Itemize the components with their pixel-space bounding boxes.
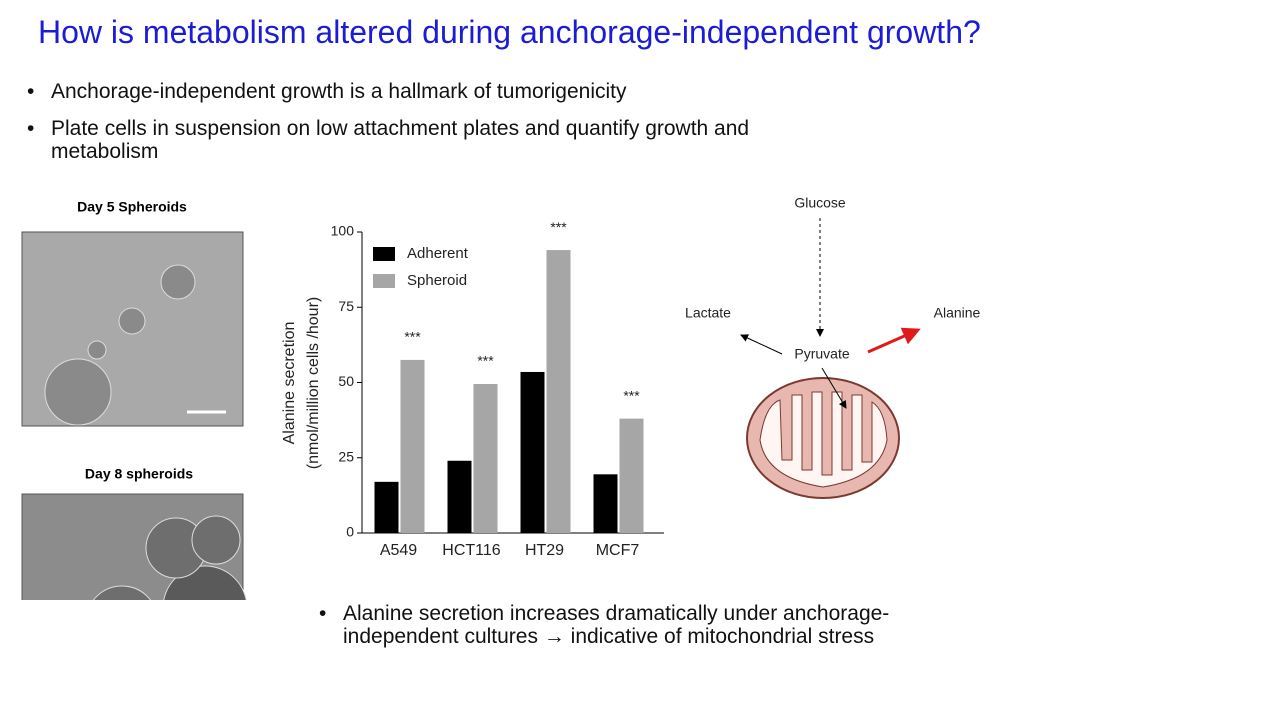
x-tick-label: HCT116: [442, 542, 500, 559]
x-tick-label: HT29: [525, 542, 564, 559]
bar: [520, 371, 545, 533]
conclusion: Alanine secretion increases dramatically…: [319, 602, 1003, 648]
bar: [374, 481, 399, 533]
bar: [619, 418, 644, 533]
spheroid: [118, 307, 146, 335]
spheroid: [191, 515, 241, 565]
significance-label: ***: [477, 353, 494, 369]
bullet: Anchorage-independent growth is a hallma…: [27, 80, 851, 103]
bar: [546, 250, 571, 533]
legend-swatch: [373, 247, 395, 261]
spheroid: [87, 340, 107, 360]
bullet: Plate cells in suspension on low attachm…: [27, 117, 841, 163]
node-label: Glucose: [794, 195, 846, 211]
y-tick-label: 0: [346, 524, 354, 540]
bar: [447, 460, 472, 533]
x-tick-label: A549: [380, 542, 417, 559]
arrow: [867, 327, 921, 354]
node-label: Lactate: [685, 305, 731, 321]
significance-label: ***: [404, 329, 421, 345]
spheroid: [44, 358, 112, 426]
y-tick-label: 75: [338, 298, 354, 314]
bar: [473, 384, 498, 533]
spheroid: [92, 585, 152, 600]
slide-title: How is metabolism altered during anchora…: [38, 14, 981, 50]
x-tick-label: MCF7: [596, 542, 640, 559]
y-tick-label: 100: [331, 223, 355, 239]
spheroid: [160, 264, 196, 300]
image-label: Day 5 Spheroids: [77, 199, 187, 215]
significance-label: ***: [550, 219, 567, 235]
chart: 0 25 50 75 100 Alanine secretion (nmol/million…: [281, 219, 664, 559]
y-axis-label: (nmol/million cells /hour): [305, 297, 322, 470]
node-label: Alanine: [934, 305, 981, 321]
image-label: Day 8 spheroids: [85, 466, 193, 482]
legend-label: Spheroid: [407, 272, 467, 289]
arrow: [821, 367, 847, 409]
bar: [400, 359, 425, 533]
significance-label: ***: [623, 387, 640, 403]
cristae: [759, 391, 888, 488]
y-axis-label: Alanine secretion: [281, 322, 298, 445]
legend-swatch: [373, 274, 395, 288]
node-label: Pyruvate: [794, 346, 849, 362]
bar: [593, 474, 618, 533]
figure: Day 5 Spheroids Day 8 spheroids Glucose …: [21, 195, 981, 600]
y-tick-label: 25: [338, 448, 354, 464]
y-tick-label: 50: [338, 373, 354, 389]
legend-label: Adherent: [407, 245, 469, 262]
arrow: [740, 334, 783, 355]
